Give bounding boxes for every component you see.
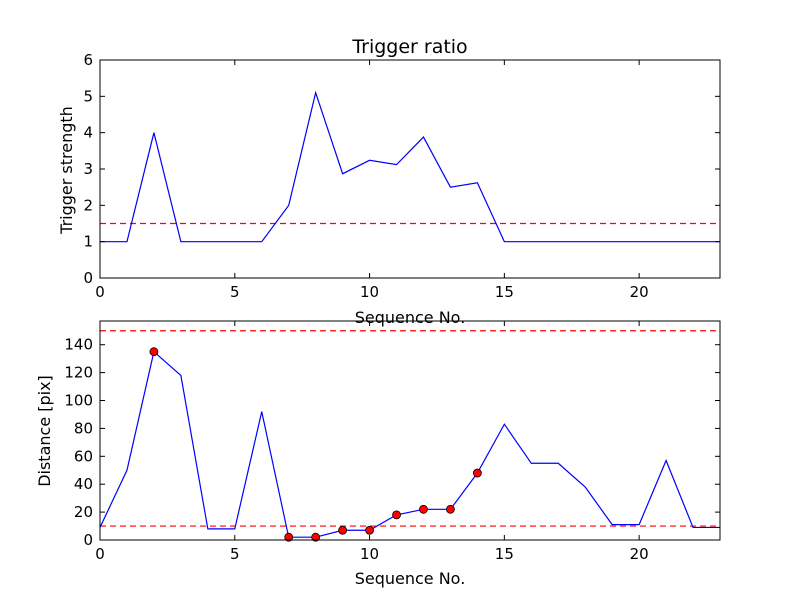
data-marker <box>149 347 159 357</box>
y-tick-label: 3 <box>83 160 93 178</box>
x-tick-label: 5 <box>230 545 240 563</box>
x-tick-label: 15 <box>495 283 514 301</box>
y-axis-label: Trigger strength <box>57 106 76 235</box>
y-axis-label: Distance [pix] <box>35 375 54 487</box>
y-tick-label: 0 <box>83 269 93 287</box>
y-tick-label: 80 <box>74 419 93 437</box>
x-tick-label: 0 <box>95 545 105 563</box>
chart-title: Trigger ratio <box>351 36 467 58</box>
plot-frame <box>99 59 721 279</box>
distance-plot: Sequence No. Distance [pix] 0 5 10 15 20 0 20 4… <box>35 320 721 588</box>
plot-frame <box>99 320 721 541</box>
y-tick-label: 4 <box>83 124 93 142</box>
series-line <box>100 90 720 243</box>
x-axis-label: Sequence No. <box>355 569 466 588</box>
data-marker <box>311 532 321 542</box>
y-tick-label: 100 <box>64 392 93 410</box>
trigger-ratio-plot: Trigger ratio Sequence No. Trigger stren… <box>57 36 721 327</box>
y-tick-label: 2 <box>83 196 93 214</box>
x-tick-label: 15 <box>495 545 514 563</box>
x-tick-label: 20 <box>630 545 649 563</box>
y-tick-label: 0 <box>83 531 93 549</box>
y-tick-label: 1 <box>83 233 93 251</box>
x-tick-label: 10 <box>360 545 379 563</box>
y-tick-label: 20 <box>74 503 93 521</box>
y-tick-label: 40 <box>74 475 93 493</box>
y-tick-label: 120 <box>64 364 93 382</box>
data-marker <box>365 525 374 535</box>
data-marker <box>446 504 455 514</box>
data-marker <box>284 532 294 542</box>
x-tick-label: 0 <box>95 283 105 301</box>
x-tick-label: 10 <box>360 283 379 301</box>
data-marker <box>419 504 428 514</box>
y-tick-label: 140 <box>64 336 93 354</box>
x-axis-label: Sequence No. <box>355 308 466 327</box>
x-tick-label: 20 <box>630 283 649 301</box>
y-tick-label: 5 <box>83 87 93 105</box>
data-marker <box>338 525 348 535</box>
y-tick-label: 6 <box>83 51 93 69</box>
x-tick-label: 5 <box>230 283 240 301</box>
y-tick-label: 60 <box>74 447 93 465</box>
data-marker <box>392 510 401 520</box>
data-marker <box>472 468 482 478</box>
series-line <box>100 350 720 538</box>
